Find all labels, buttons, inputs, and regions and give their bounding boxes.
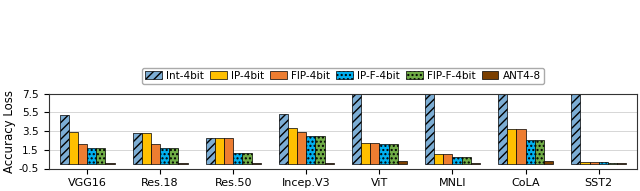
Bar (297, 132, 307, 164)
Bar (471, 163, 480, 164)
Bar (589, 162, 598, 164)
Bar (508, 129, 516, 164)
Bar (617, 163, 626, 164)
Bar (316, 136, 324, 164)
Bar (69, 132, 78, 164)
Bar (78, 144, 87, 164)
Bar (534, 139, 544, 164)
Bar (352, 94, 361, 164)
Y-axis label: Accuracy Loss: Accuracy Loss (3, 90, 16, 173)
Bar (371, 143, 380, 164)
Bar (361, 143, 371, 164)
Bar (598, 162, 608, 164)
Bar (544, 161, 553, 164)
Bar (87, 148, 96, 164)
Bar (142, 133, 151, 164)
Bar (452, 157, 461, 164)
Bar (215, 138, 224, 164)
Bar (179, 163, 188, 164)
Bar (96, 148, 106, 164)
Bar (233, 153, 243, 164)
Bar (132, 133, 142, 164)
Bar (243, 153, 252, 164)
Bar (608, 163, 617, 164)
Bar (516, 129, 525, 164)
Bar (206, 138, 215, 164)
Bar (151, 144, 160, 164)
Bar (388, 144, 397, 164)
Bar (380, 144, 388, 164)
Bar (434, 154, 444, 164)
Bar (324, 163, 333, 164)
Bar (498, 94, 508, 164)
Bar (106, 163, 115, 164)
Bar (60, 115, 69, 164)
Bar (170, 148, 179, 164)
Bar (307, 136, 316, 164)
Legend: Int-4bit, IP-4bit, FIP-4bit, IP-F-4bit, FIP-F-4bit, ANT4-8: Int-4bit, IP-4bit, FIP-4bit, IP-F-4bit, … (142, 68, 544, 84)
Bar (224, 138, 233, 164)
Bar (580, 162, 589, 164)
Bar (397, 161, 407, 164)
Bar (252, 163, 260, 164)
Bar (461, 157, 471, 164)
Bar (572, 94, 580, 164)
Bar (288, 128, 297, 164)
Bar (279, 114, 288, 164)
Bar (444, 154, 452, 164)
Bar (160, 148, 170, 164)
Bar (425, 94, 434, 164)
Bar (525, 139, 534, 164)
